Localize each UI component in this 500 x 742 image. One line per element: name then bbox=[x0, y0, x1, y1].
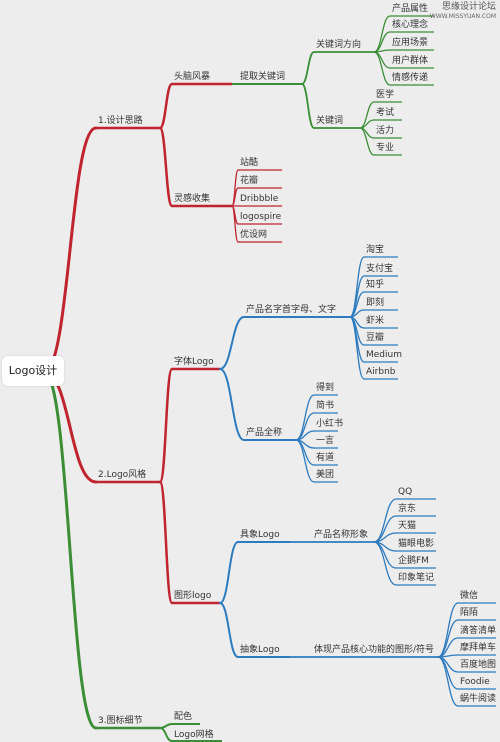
connector-line bbox=[42, 126, 98, 374]
node-inspiration[interactable]: 灵感收集 bbox=[174, 194, 211, 204]
leaf-yiyan[interactable]: 一言 bbox=[316, 436, 335, 446]
node-abstract-logo[interactable]: 抽象Logo bbox=[240, 645, 280, 655]
node-color[interactable]: 配色 bbox=[174, 712, 193, 722]
watermark-url: WWW.MISSYUAN.COM bbox=[429, 13, 496, 20]
node-product-image[interactable]: 产品名称形象 bbox=[314, 530, 369, 540]
leaf-scenario[interactable]: 应用场景 bbox=[392, 38, 429, 48]
node-brainstorm[interactable]: 头脑风暴 bbox=[174, 72, 211, 82]
leaf-mobike[interactable]: 摩拜单车 bbox=[460, 643, 497, 653]
connector-line bbox=[373, 498, 397, 543]
leaf-product-attribute[interactable]: 产品属性 bbox=[392, 4, 429, 14]
connector-line bbox=[437, 602, 459, 658]
leaf-vitality[interactable]: 活力 bbox=[376, 126, 395, 136]
leaf-qq[interactable]: QQ bbox=[398, 487, 413, 497]
node-logo-grid[interactable]: Logo网格 bbox=[174, 730, 214, 740]
node-keywords[interactable]: 关键词 bbox=[316, 116, 344, 126]
connector-line bbox=[349, 256, 365, 318]
connector-line bbox=[219, 602, 239, 658]
leaf-maoyan[interactable]: 猫眼电影 bbox=[398, 539, 435, 549]
leaf-tmall[interactable]: 天猫 bbox=[398, 521, 417, 531]
leaf-jike[interactable]: 即刻 bbox=[366, 298, 385, 308]
leaf-dribbble[interactable]: Dribbble bbox=[240, 194, 279, 204]
connector-line bbox=[219, 541, 239, 604]
leaf-woniu[interactable]: 蜗牛阅读 bbox=[460, 694, 497, 704]
root-label: Logo设计 bbox=[8, 364, 58, 377]
connector-line bbox=[159, 727, 173, 742]
connector-line bbox=[219, 316, 245, 370]
node-concrete-logo[interactable]: 具象Logo bbox=[240, 530, 280, 540]
leaf-medicine[interactable]: 医学 bbox=[376, 90, 395, 100]
branch-logo-style[interactable]: 2.Logo风格 bbox=[98, 470, 147, 480]
leaf-wechat[interactable]: 微信 bbox=[460, 591, 479, 601]
node-graphic-logo[interactable]: 图形logo bbox=[174, 591, 212, 601]
leaf-baidu-map[interactable]: 百度地图 bbox=[460, 660, 497, 670]
leaf-emotion[interactable]: 情感传递 bbox=[392, 73, 429, 83]
leaf-medium[interactable]: Medium bbox=[366, 350, 402, 360]
connector-line bbox=[158, 126, 174, 208]
leaf-youdao[interactable]: 有道 bbox=[316, 453, 335, 463]
connector-line bbox=[359, 127, 375, 156]
root-node[interactable]: Logo设计 bbox=[2, 356, 64, 386]
branch-design-thinking[interactable]: 1.设计思路 bbox=[98, 116, 143, 126]
leaf-ticktick[interactable]: 滴答清单 bbox=[460, 626, 497, 636]
connector-line bbox=[42, 370, 98, 730]
node-keyword-direction[interactable]: 关键词方向 bbox=[316, 40, 362, 50]
node-core-function[interactable]: 体现产品核心功能的图形/符号 bbox=[314, 645, 435, 655]
leaf-taobao[interactable]: 淘宝 bbox=[366, 245, 385, 255]
connector-line bbox=[301, 83, 315, 129]
connector-line bbox=[373, 51, 391, 86]
leaf-huaban[interactable]: 花瓣 bbox=[240, 176, 259, 186]
node-font-logo[interactable]: 字体Logo bbox=[174, 357, 214, 367]
leaf-airbnb[interactable]: Airbnb bbox=[366, 367, 396, 377]
leaf-meituan[interactable]: 美团 bbox=[316, 470, 335, 480]
leaf-xiami[interactable]: 虾米 bbox=[366, 316, 385, 326]
connector-line bbox=[159, 723, 173, 729]
leaf-evernote[interactable]: 印象笔记 bbox=[398, 573, 435, 583]
leaf-core-concept[interactable]: 核心理念 bbox=[392, 20, 429, 30]
leaf-xiaohongshu[interactable]: 小红书 bbox=[316, 419, 344, 429]
connector-line bbox=[158, 367, 174, 484]
leaf-user-group[interactable]: 用户群体 bbox=[392, 56, 429, 66]
connector-line bbox=[373, 541, 397, 586]
leaf-douban[interactable]: 豆瓣 bbox=[366, 333, 385, 343]
leaf-dedao[interactable]: 得到 bbox=[316, 383, 335, 393]
leaf-exam[interactable]: 考试 bbox=[376, 108, 395, 118]
leaf-zcool[interactable]: 站酷 bbox=[240, 158, 259, 168]
watermark-title: 思缘设计论坛 bbox=[441, 2, 496, 12]
connector-line bbox=[437, 619, 459, 658]
leaf-alipay[interactable]: 支付宝 bbox=[366, 264, 394, 274]
leaf-foodie[interactable]: Foodie bbox=[460, 677, 490, 687]
node-initials[interactable]: 产品名字首字母、文字 bbox=[246, 305, 337, 315]
leaf-qietingfm[interactable]: 企鹅FM bbox=[398, 556, 429, 566]
node-extract-keywords[interactable]: 提取关键词 bbox=[240, 72, 286, 82]
connector-line bbox=[219, 368, 245, 441]
connector-line bbox=[295, 439, 315, 483]
leaf-jianshu[interactable]: 简书 bbox=[316, 401, 335, 411]
leaf-professional[interactable]: 专业 bbox=[376, 143, 395, 153]
connector-line bbox=[295, 394, 315, 441]
watermark: 思缘设计论坛 WWW.MISSYUAN.COM bbox=[430, 2, 496, 21]
connector-line bbox=[349, 316, 365, 380]
branch-icon-detail[interactable]: 3.图标细节 bbox=[98, 716, 143, 726]
leaf-uisdc[interactable]: 优设网 bbox=[240, 230, 268, 240]
connector-line bbox=[158, 480, 174, 605]
leaf-logospire[interactable]: logospire bbox=[240, 212, 282, 222]
connector-line bbox=[231, 205, 239, 243]
leaf-jd[interactable]: 京东 bbox=[398, 504, 417, 514]
leaf-momo[interactable]: 陌陌 bbox=[460, 608, 479, 618]
connector-line bbox=[301, 51, 315, 85]
connector-line bbox=[437, 656, 459, 707]
node-full-name[interactable]: 产品全称 bbox=[246, 428, 283, 438]
connector-line bbox=[373, 15, 391, 53]
connector-line bbox=[158, 82, 174, 130]
connector-line bbox=[349, 316, 365, 363]
leaf-zhihu[interactable]: 知乎 bbox=[366, 280, 385, 290]
